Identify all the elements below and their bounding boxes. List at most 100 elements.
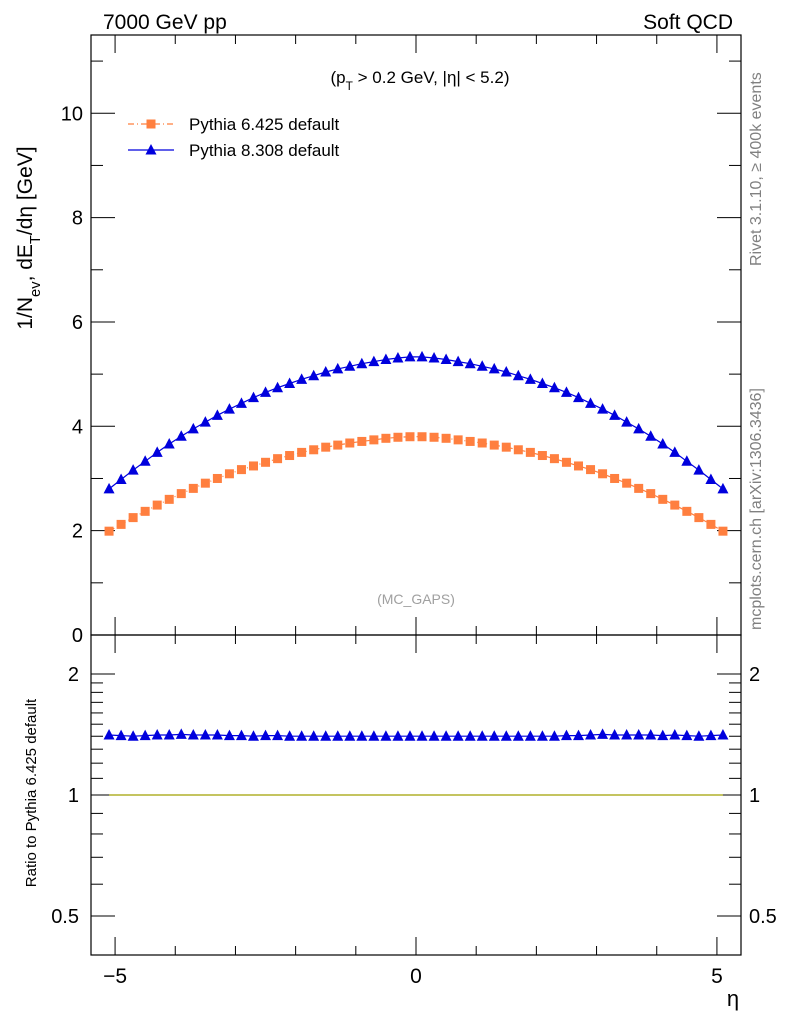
point-pythia8 xyxy=(404,350,416,362)
ratio-point-pythia8 xyxy=(392,730,404,741)
ratio-point-pythia8 xyxy=(211,729,223,740)
point-pythia6 xyxy=(345,438,355,448)
mcplots-label: mcplots.cern.ch [arXiv:1306.3436] xyxy=(748,388,765,630)
ratio-point-pythia8 xyxy=(368,730,380,741)
ratio-point-pythia8 xyxy=(645,729,657,740)
ratio-point-pythia8 xyxy=(573,729,584,741)
point-pythia8 xyxy=(560,386,572,397)
ratio-point-pythia8 xyxy=(621,729,633,740)
ratio-point-pythia8 xyxy=(452,730,464,741)
point-pythia8 xyxy=(175,430,187,441)
point-pythia8 xyxy=(187,422,199,434)
point-pythia6 xyxy=(212,473,222,483)
ratio-point-pythia8 xyxy=(548,730,560,741)
ratio-point-pythia8 xyxy=(175,728,187,739)
point-pythia6 xyxy=(646,489,656,499)
legend: Pythia 6.425 default Pythia 8.308 default xyxy=(128,115,340,160)
ratio-point-pythia8 xyxy=(272,729,284,741)
point-pythia8 xyxy=(296,373,308,384)
point-pythia6 xyxy=(441,433,451,443)
point-pythia8 xyxy=(476,360,488,371)
main-y-tick-label: 6 xyxy=(72,312,83,334)
point-pythia8 xyxy=(512,369,524,381)
main-y-tick-label: 0 xyxy=(72,625,83,647)
point-pythia6 xyxy=(429,432,439,442)
point-pythia8 xyxy=(669,446,681,457)
point-pythia8 xyxy=(633,422,645,434)
ratio-point-pythia8 xyxy=(500,730,512,741)
ratio-point-pythia8 xyxy=(356,730,368,741)
ratio-point-pythia8 xyxy=(127,730,139,741)
ratio-point-pythia8 xyxy=(163,729,175,740)
ratio-point-pythia8 xyxy=(512,730,524,741)
point-pythia6 xyxy=(682,506,692,516)
ratio-point-pythia8 xyxy=(681,729,693,741)
ratio-point-pythia8 xyxy=(296,730,308,741)
point-pythia8 xyxy=(199,416,211,427)
point-pythia8 xyxy=(693,464,705,475)
ratio-point-pythia8 xyxy=(103,729,115,740)
ratio-point-pythia8 xyxy=(260,729,272,741)
ratio-point-pythia8 xyxy=(139,729,151,741)
point-pythia6 xyxy=(610,473,620,483)
ratio-point-pythia8 xyxy=(597,728,609,739)
point-pythia6 xyxy=(381,433,391,443)
point-pythia6 xyxy=(333,440,343,450)
point-pythia8 xyxy=(380,353,392,365)
point-pythia6 xyxy=(200,478,210,488)
x-tick-label: −5 xyxy=(103,965,127,988)
ratio-point-pythia8 xyxy=(248,730,259,741)
point-pythia8 xyxy=(308,369,320,381)
point-pythia6 xyxy=(417,432,427,442)
point-pythia6 xyxy=(357,436,367,446)
point-pythia6 xyxy=(670,500,680,510)
point-pythia8 xyxy=(260,386,272,397)
ratio-point-pythia8 xyxy=(115,729,127,741)
point-pythia8 xyxy=(645,430,657,441)
point-pythia8 xyxy=(428,351,440,363)
ratio-point-pythia8 xyxy=(717,729,729,740)
point-pythia6 xyxy=(261,457,271,467)
point-pythia8 xyxy=(609,409,621,420)
point-pythia8 xyxy=(488,362,500,374)
header-right: Soft QCD xyxy=(643,11,733,34)
point-pythia8 xyxy=(573,391,584,403)
point-pythia8 xyxy=(356,357,368,369)
ratio-point-pythia8 xyxy=(428,730,440,741)
point-pythia6 xyxy=(453,435,463,445)
point-pythia6 xyxy=(574,461,583,471)
ratio-y-tick-label-right: 2 xyxy=(749,664,760,686)
point-pythia8 xyxy=(657,438,669,449)
point-pythia6 xyxy=(164,494,174,504)
ratio-panel: 0.5 0.5 1 1 2 2 −5 0 5 Ratio to Pythia 6.425 def… xyxy=(23,634,777,1011)
legend-marker-pythia8 xyxy=(145,144,157,155)
point-pythia8 xyxy=(440,353,452,365)
point-pythia8 xyxy=(115,473,127,485)
ratio-y-tick-label: 1 xyxy=(68,785,79,807)
point-pythia6 xyxy=(128,513,138,523)
ratio-point-pythia8 xyxy=(669,729,681,740)
point-pythia8 xyxy=(500,366,512,377)
ratio-point-pythia8 xyxy=(464,730,476,741)
point-pythia8 xyxy=(151,446,163,457)
point-pythia6 xyxy=(694,513,704,523)
analysis-label: (MC_GAPS) xyxy=(377,591,455,607)
point-pythia8 xyxy=(597,403,609,414)
point-pythia6 xyxy=(249,461,258,471)
x-tick-label: 5 xyxy=(711,965,723,988)
point-pythia8 xyxy=(103,482,115,494)
point-pythia6 xyxy=(501,442,511,452)
point-pythia6 xyxy=(309,445,319,455)
ratio-point-pythia8 xyxy=(609,729,621,740)
point-pythia8 xyxy=(235,397,247,408)
point-pythia6 xyxy=(525,447,535,457)
legend-label-pythia8: Pythia 8.308 default xyxy=(189,141,340,160)
point-pythia6 xyxy=(369,435,379,445)
ratio-line-pythia8 xyxy=(109,733,723,737)
ratio-point-pythia8 xyxy=(560,729,572,741)
ratio-point-pythia8 xyxy=(416,730,428,741)
point-pythia8 xyxy=(139,455,151,466)
point-pythia6 xyxy=(634,483,644,493)
main-y-tick-label: 10 xyxy=(61,103,83,125)
